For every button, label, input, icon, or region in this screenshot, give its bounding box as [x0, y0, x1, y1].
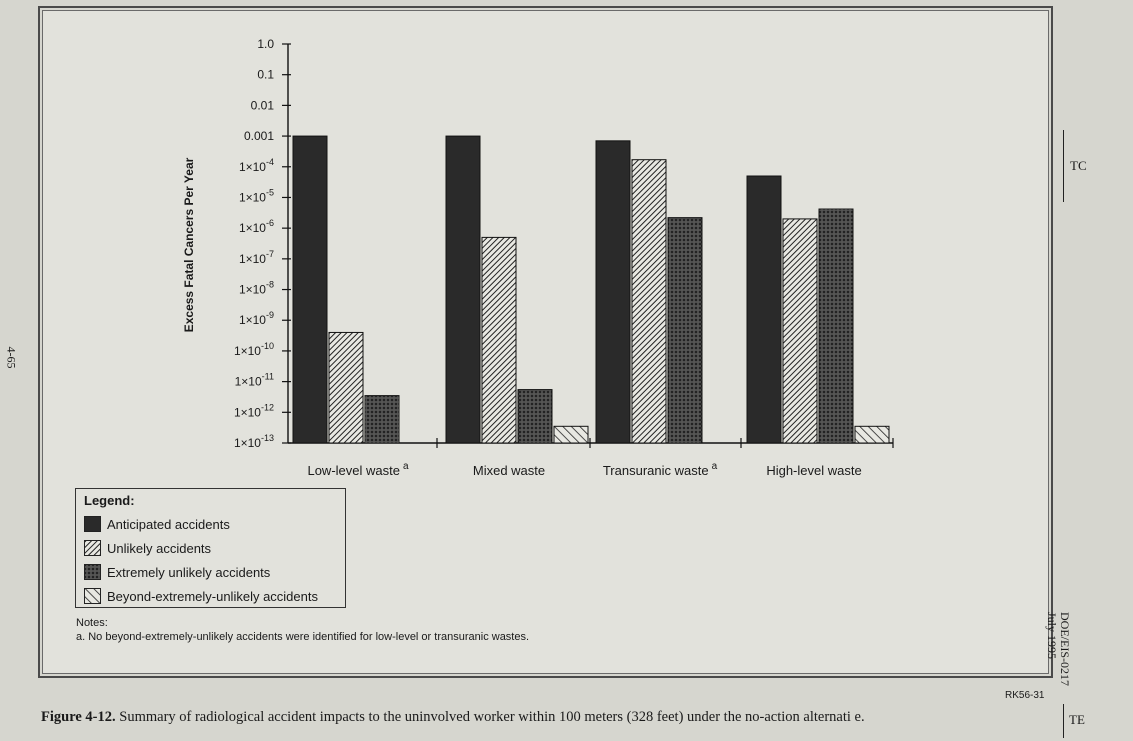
- document-id: DOE/EIS-0217 July 1995: [1045, 612, 1072, 686]
- bar-diag-dense-0: [328, 331, 364, 444]
- te-mark: TE: [1069, 712, 1085, 727]
- y-tick-label: 1×10-4: [239, 157, 274, 174]
- x-category-label: Low-level waste a: [307, 461, 409, 478]
- notes: Notes: a. No beyond-extremely-unlikely a…: [76, 616, 529, 644]
- legend-title: Legend:: [84, 493, 135, 508]
- bar-solid-2: [595, 140, 631, 444]
- y-tick-label: 0.1: [257, 68, 274, 82]
- figure-reference-id: RK56-31: [1005, 690, 1045, 701]
- legend-swatch-crosshatch: [84, 564, 101, 580]
- legend-item: Unlikely accidents: [84, 536, 337, 560]
- y-tick-label: 1×10-13: [234, 433, 274, 450]
- y-tick-label: 1×10-12: [234, 402, 274, 419]
- y-tick-label: 1×10-5: [239, 187, 274, 204]
- y-tick-label: 1×10-9: [239, 310, 274, 327]
- legend-label: Unlikely accidents: [107, 540, 212, 556]
- page-number: 4-65: [4, 346, 19, 369]
- bar-solid-3: [746, 175, 782, 444]
- legend-swatch-solid: [84, 516, 101, 532]
- legend-label: Anticipated accidents: [107, 516, 230, 532]
- y-axis-label: Excess Fatal Cancers Per Year: [182, 157, 196, 332]
- y-tick-label: 1×10-10: [234, 341, 274, 358]
- legend-label: Extremely unlikely accidents: [107, 564, 271, 580]
- tc-change-bar: [1063, 130, 1064, 202]
- y-tick-label: 0.001: [244, 129, 274, 143]
- legend: Legend: Anticipated accidents Unlikely ac…: [75, 488, 346, 608]
- x-category-label: Transuranic waste a: [603, 461, 718, 478]
- x-category-label: Mixed waste: [473, 463, 545, 478]
- y-tick-labels: 1.0 0.1 0.01 0.001 1×10-4 1×10-5 1×10-6 1×10-7 1…: [234, 37, 274, 450]
- figure-caption: Figure 4-12. Summary of radiological acc…: [41, 709, 1041, 726]
- bar-diag-dense-1: [481, 236, 517, 444]
- figure-frame-outer: [38, 6, 1053, 678]
- note-item: a. No beyond-extremely-unlikely accident…: [76, 631, 530, 643]
- bar-diag-sparse-3: [854, 425, 890, 444]
- bar-crosshatch-2: [667, 217, 703, 444]
- legend-items: Anticipated accidents Unlikely accidents E…: [84, 512, 337, 608]
- caption-figure-number: Figure 4-12.: [41, 709, 116, 725]
- y-tick-label: 1×10-6: [239, 218, 274, 235]
- caption-text: Summary of radiological accident impacts…: [115, 709, 865, 725]
- y-tick-label: 1×10-8: [239, 280, 274, 297]
- x-category-labels: Low-level waste a Mixed waste Transuranic w…: [307, 461, 861, 478]
- notes-heading: Notes:: [76, 617, 108, 629]
- y-tick-label: 0.01: [251, 98, 275, 112]
- doc-id-line2: July 1995: [1045, 612, 1059, 660]
- chart-bars: [292, 135, 890, 444]
- bar-diag-sparse-1: [553, 425, 589, 444]
- legend-item: Beyond-extremely-unlikely accidents: [84, 584, 337, 608]
- bar-solid-1: [445, 135, 481, 444]
- doc-id-line1: DOE/EIS-0217: [1058, 612, 1072, 686]
- y-tick-label: 1.0: [257, 37, 274, 51]
- bar-diag-dense-3: [782, 218, 818, 444]
- bar-crosshatch-1: [517, 389, 553, 444]
- bar-crosshatch-3: [818, 208, 854, 444]
- bar-crosshatch-0: [364, 395, 400, 444]
- x-category-label: High-level waste: [766, 463, 861, 478]
- te-change-bar: [1063, 704, 1064, 738]
- legend-label: Beyond-extremely-unlikely accidents: [107, 588, 318, 604]
- y-tick-label: 1×10-7: [239, 249, 274, 266]
- legend-swatch-diag-dense: [84, 540, 101, 556]
- legend-swatch-diag-sparse: [84, 588, 101, 604]
- bar-diag-dense-2: [631, 159, 667, 444]
- y-tick-label: 1×10-11: [235, 372, 274, 389]
- legend-item: Anticipated accidents: [84, 512, 337, 536]
- bar-solid-0: [292, 135, 328, 444]
- legend-item: Extremely unlikely accidents: [84, 560, 337, 584]
- tc-mark: TC: [1070, 158, 1087, 173]
